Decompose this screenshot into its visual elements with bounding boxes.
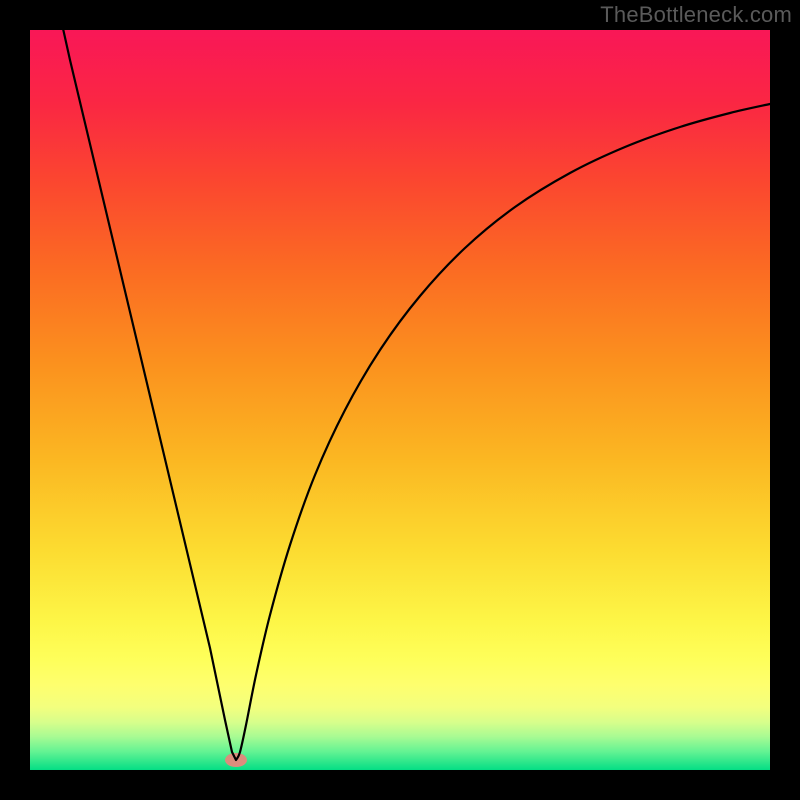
chart-container: TheBottleneck.com [0, 0, 800, 800]
watermark-text: TheBottleneck.com [600, 2, 792, 28]
plot-background [30, 30, 770, 770]
bottleneck-chart [0, 0, 800, 800]
